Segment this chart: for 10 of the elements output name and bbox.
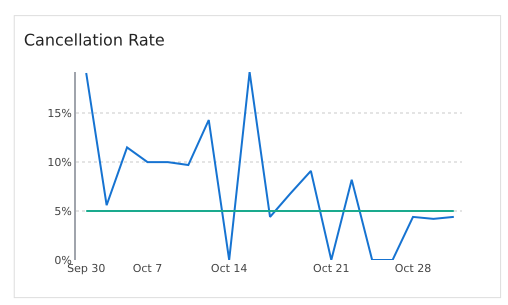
x-tick-label: Oct 21 bbox=[313, 262, 350, 275]
y-tick-label: 5% bbox=[54, 204, 72, 218]
x-tick-label: Oct 28 bbox=[394, 262, 432, 275]
y-tick-label: 10% bbox=[47, 156, 72, 169]
x-tick-label: Oct 7 bbox=[132, 262, 162, 275]
x-tick-label: Sep 30 bbox=[67, 262, 106, 275]
chart-title: Cancellation Rate bbox=[24, 30, 165, 50]
x-tick-label: Oct 14 bbox=[210, 262, 248, 275]
y-tick-label: 15% bbox=[47, 106, 72, 120]
line-series bbox=[85, 72, 455, 260]
